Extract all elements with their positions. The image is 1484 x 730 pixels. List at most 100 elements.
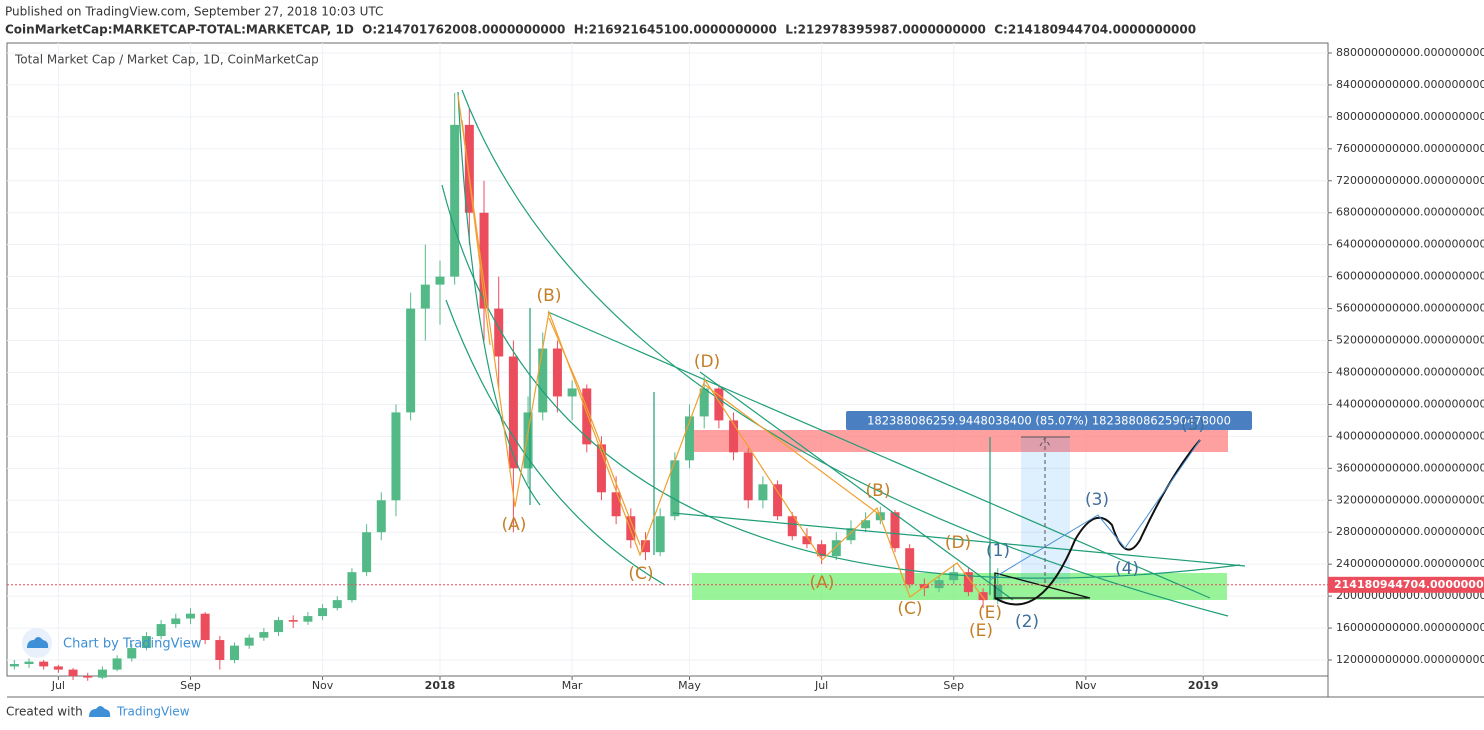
candle-body <box>230 645 240 661</box>
candle-body <box>9 664 19 667</box>
x-tick-label: Nov <box>1075 679 1097 692</box>
candle-body <box>68 669 78 676</box>
candle-body <box>905 548 915 585</box>
candle-body <box>802 536 812 545</box>
candle-body <box>141 636 151 649</box>
candle-body <box>596 444 606 493</box>
brand-logo <box>89 706 111 717</box>
candle-body <box>640 540 650 553</box>
y-tick-label: 600000000000.0000000000 <box>1336 270 1484 283</box>
candle-body <box>508 356 518 469</box>
candle-body <box>685 416 695 461</box>
candle-body <box>963 572 973 593</box>
brand: TradingView <box>116 705 190 719</box>
wave-label: (D) <box>694 352 720 372</box>
published: Published on TradingView.com, September … <box>5 5 383 19</box>
candle-body <box>156 624 166 637</box>
candle-body <box>450 124 460 277</box>
drawings <box>441 89 1246 617</box>
wave-label: (C) <box>628 564 653 584</box>
last-price-label: 214180944704.0000000000 <box>1334 578 1484 591</box>
grid <box>7 43 1328 676</box>
wave-label: (A) <box>810 573 835 593</box>
candle-body <box>244 637 254 646</box>
candle-body <box>318 608 328 617</box>
candle-body <box>714 388 724 421</box>
candle-body <box>127 648 137 659</box>
x-tick-label: 2019 <box>1188 679 1219 692</box>
candle-body <box>274 620 284 633</box>
candle-body <box>376 500 386 533</box>
candle-body <box>259 632 269 638</box>
y-tick-label: 480000000000.0000000000 <box>1336 365 1484 378</box>
x-tick-label: Mar <box>562 679 583 692</box>
candle-body <box>200 613 210 641</box>
candle-body <box>464 124 474 213</box>
candle-body <box>479 212 489 309</box>
projection-path <box>994 439 1201 606</box>
candle-body <box>729 420 739 453</box>
wave-label: (E) <box>978 603 1002 623</box>
x-tick-label: Jul <box>814 679 828 692</box>
candle-body <box>347 572 357 601</box>
wave-label: (4) <box>1115 559 1139 579</box>
candle-body <box>420 284 430 309</box>
y-tick-label: 680000000000.0000000000 <box>1336 206 1484 219</box>
arc <box>445 299 666 586</box>
candle-body <box>288 620 298 622</box>
candle-body <box>83 676 93 678</box>
y-tick-label: 280000000000.0000000000 <box>1336 525 1484 538</box>
candle-body <box>993 584 1003 601</box>
candle-body <box>831 540 841 557</box>
support-zone <box>692 573 1227 600</box>
candle-body <box>758 484 768 501</box>
y-tick-label: 360000000000.0000000000 <box>1336 461 1484 474</box>
trendline <box>672 512 1246 567</box>
y-tick-label: 160000000000.0000000000 <box>1336 621 1484 634</box>
candle-body <box>949 572 959 581</box>
candle-body <box>552 348 562 397</box>
candle-body <box>846 528 856 541</box>
measure-arrow <box>1039 437 1051 583</box>
y-tick-label: 720000000000.0000000000 <box>1336 174 1484 187</box>
candle-body <box>861 520 871 529</box>
zigzag <box>461 119 881 546</box>
annotations: (A) (B) (C) (D) (A) (B) (C) (D) (E)(E) (1) (2) (3) (… <box>502 286 1206 641</box>
wave-label: (E) <box>969 621 993 641</box>
y-tick-label: 760000000000.0000000000 <box>1336 142 1484 155</box>
chart-title: Total Market Cap / Market Cap, 1D, CoinM… <box>14 53 319 67</box>
candle-body <box>934 580 944 589</box>
wave-label: (2) <box>1015 612 1039 632</box>
candle-body <box>39 661 49 667</box>
logo <box>27 637 49 648</box>
measure-label: 182388086259.9448038400 (85.07%) 1823880… <box>867 414 1231 428</box>
candle-body <box>215 640 225 661</box>
x-tick-label: Sep <box>180 679 201 692</box>
candle-body <box>787 516 797 537</box>
projection-line <box>989 439 1201 581</box>
created-with: Created with <box>6 705 83 719</box>
candle-body <box>435 276 445 285</box>
wave-label: (B) <box>537 286 562 306</box>
y-tick-label: 840000000000.0000000000 <box>1336 78 1484 91</box>
wave-lines <box>457 94 986 601</box>
wave-label: (D) <box>945 533 971 553</box>
y-tick-label: 520000000000.0000000000 <box>1336 334 1484 347</box>
candle-body <box>53 666 63 670</box>
symbol-line: CoinMarketCap:MARKETCAP-TOTAL:MARKETCAP,… <box>5 23 1196 37</box>
wave-label: (A) <box>502 515 527 535</box>
candle-body <box>582 388 592 445</box>
candle-body <box>817 544 827 557</box>
y-tick-label: 640000000000.0000000000 <box>1336 238 1484 251</box>
arc <box>457 91 541 506</box>
y-tick-label: 120000000000.0000000000 <box>1336 653 1484 666</box>
x-tick-label: May <box>678 679 701 692</box>
watermark: Chart by TradingView <box>22 628 202 658</box>
last-price-box <box>1328 576 1484 593</box>
candle-body <box>743 452 753 501</box>
candle-body <box>494 308 504 357</box>
y-tick-label: 400000000000.0000000000 <box>1336 429 1484 442</box>
candles <box>9 92 1003 681</box>
candle-body <box>523 412 533 469</box>
